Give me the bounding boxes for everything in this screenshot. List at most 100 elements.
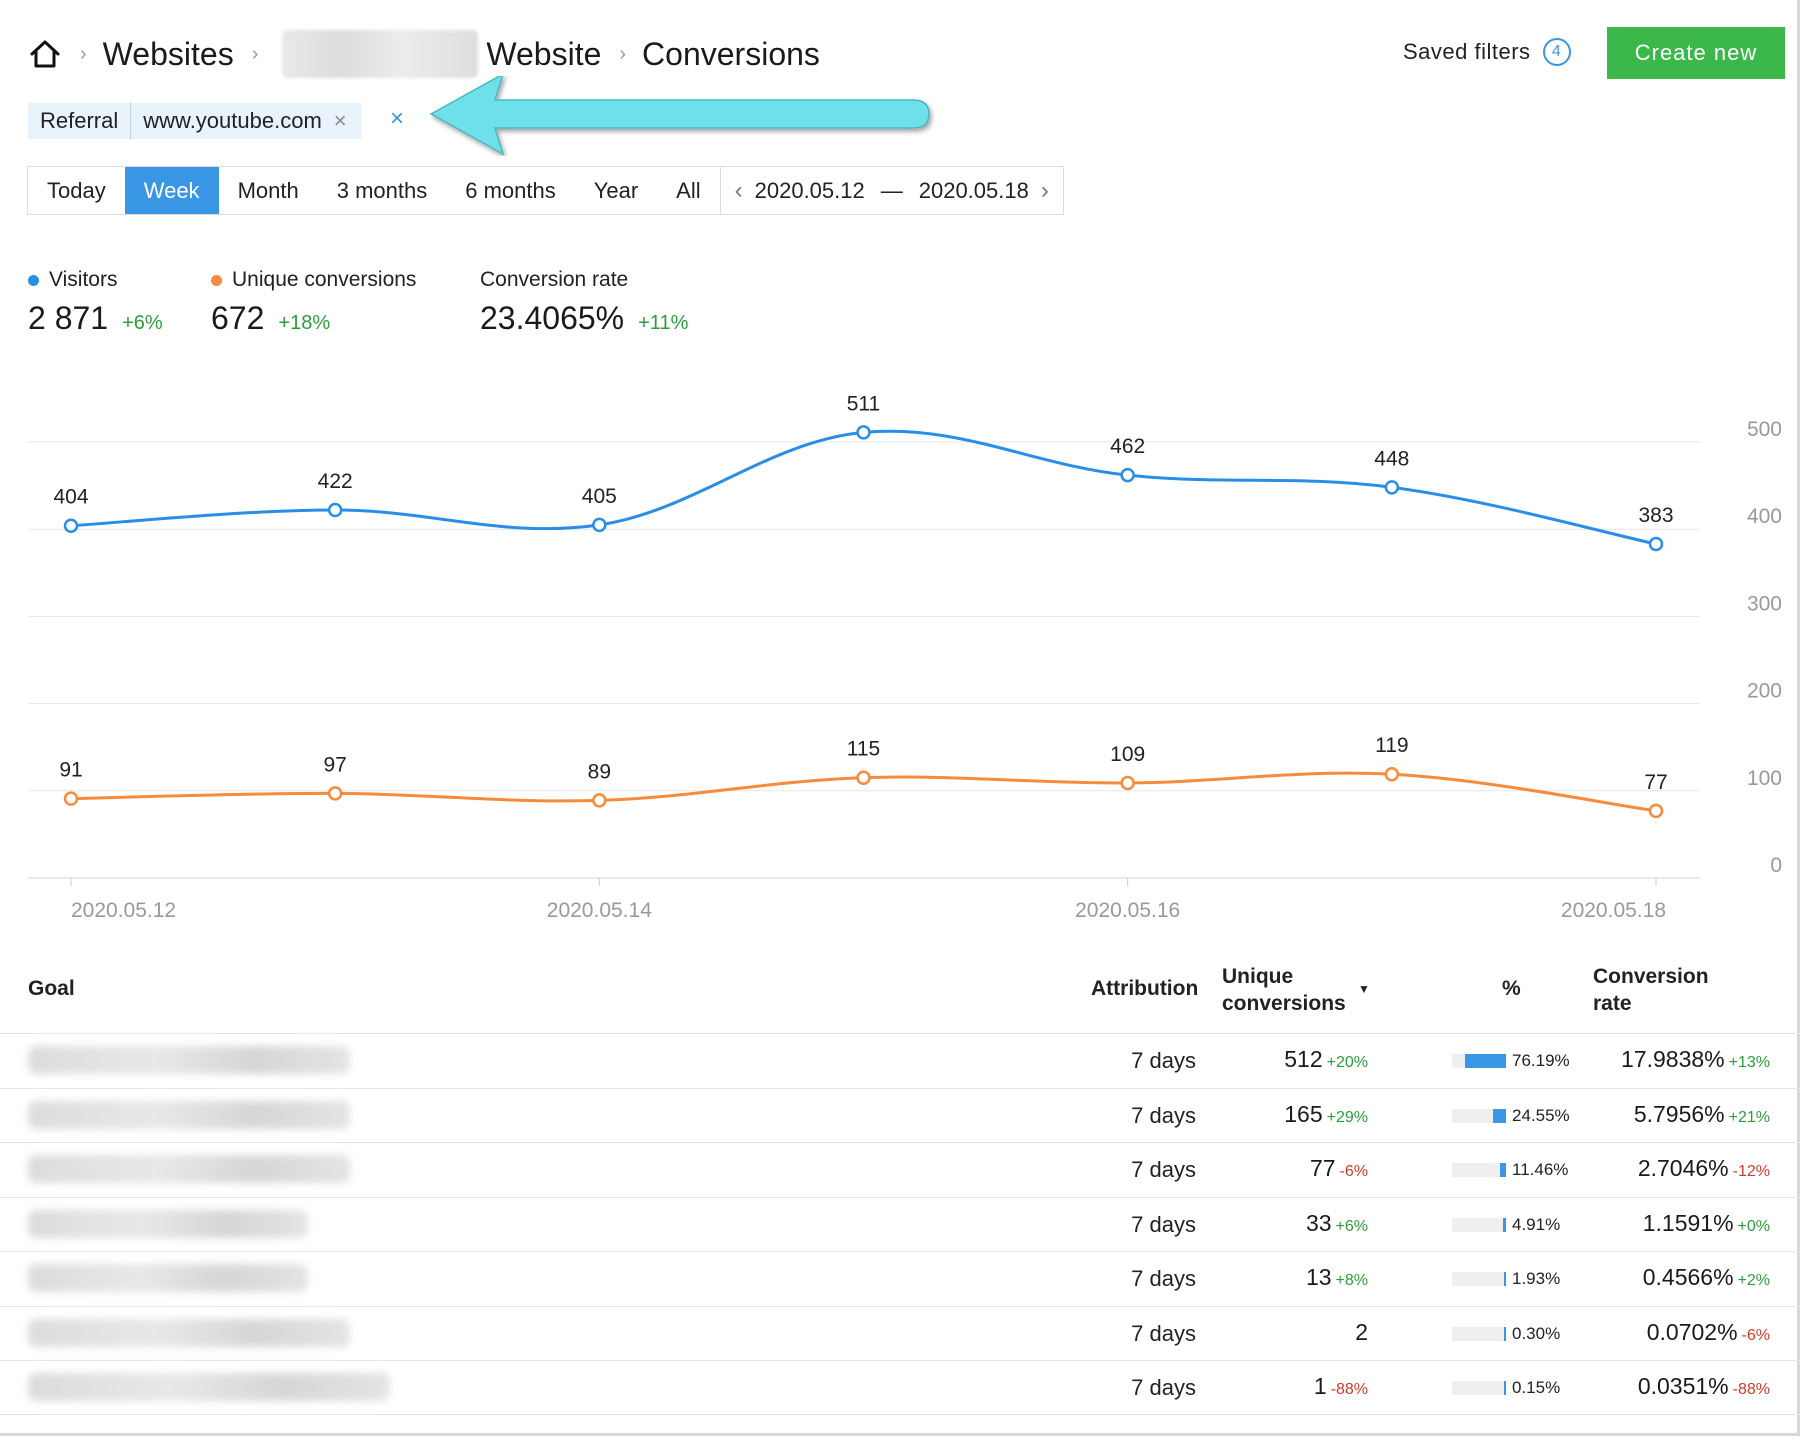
- percent-cell: 0.30%: [1512, 1324, 1560, 1344]
- data-point-unique_conversions[interactable]: [1386, 768, 1398, 780]
- stat-rate-label: Conversion rate: [480, 268, 628, 292]
- percent-bar: [1452, 1109, 1506, 1123]
- data-point-visitors[interactable]: [329, 504, 341, 516]
- period-year[interactable]: Year: [575, 167, 657, 214]
- create-new-button[interactable]: Create new: [1607, 27, 1785, 79]
- unique-value: 2: [1355, 1319, 1368, 1345]
- header-unique-line1: Unique: [1222, 965, 1293, 988]
- stat-unique-conversions[interactable]: Unique conversions 672 +18%: [211, 268, 416, 337]
- stat-visitors[interactable]: Visitors 2 871 +6%: [28, 268, 163, 337]
- data-point-unique_conversions[interactable]: [1650, 805, 1662, 817]
- home-icon[interactable]: [28, 37, 62, 71]
- table-row[interactable]: 7 days 33 +6% 4.91% 1.1591% +0%: [0, 1197, 1800, 1252]
- percent-bar-fill: [1493, 1109, 1506, 1123]
- table-row[interactable]: 7 days 512 +20% 76.19% 17.9838% +13%: [0, 1033, 1800, 1088]
- unique-conversions-cell: 77 -6%: [1310, 1155, 1368, 1182]
- breadcrumb-website[interactable]: Website: [486, 36, 601, 73]
- filter-chip[interactable]: Referral www.youtube.com ×: [28, 103, 361, 139]
- rate-change: +2%: [1738, 1272, 1770, 1289]
- period-3-months[interactable]: 3 months: [318, 167, 447, 214]
- data-label-visitors: 462: [1110, 435, 1145, 458]
- percent-bar-fill: [1503, 1218, 1506, 1232]
- header-percent[interactable]: %: [1502, 977, 1521, 1001]
- data-point-unique_conversions[interactable]: [858, 772, 870, 784]
- percent-bar: [1452, 1272, 1506, 1286]
- y-tick-label: 300: [1747, 592, 1782, 615]
- conversion-rate-cell: 0.0702% -6%: [1647, 1319, 1770, 1346]
- period-all[interactable]: All: [657, 167, 719, 214]
- data-point-visitors[interactable]: [1650, 538, 1662, 550]
- data-point-visitors[interactable]: [65, 520, 77, 532]
- header-unique-line2: conversions: [1222, 992, 1346, 1015]
- sort-desc-icon[interactable]: ▼: [1358, 982, 1370, 996]
- data-point-visitors[interactable]: [1386, 481, 1398, 493]
- data-point-unique_conversions[interactable]: [1122, 777, 1134, 789]
- header-attribution[interactable]: Attribution: [1091, 977, 1198, 1001]
- chevron-left-icon[interactable]: ‹: [735, 177, 743, 205]
- rate-change: +0%: [1738, 1218, 1770, 1235]
- goal-name-redacted[interactable]: [28, 1210, 308, 1238]
- saved-filters-count-badge: 4: [1543, 38, 1571, 66]
- data-point-unique_conversions[interactable]: [593, 794, 605, 806]
- breadcrumb-websites[interactable]: Websites: [103, 36, 234, 73]
- clear-filters-icon[interactable]: ×: [390, 105, 404, 133]
- table-row[interactable]: 7 days 77 -6% 11.46% 2.7046% -12%: [0, 1142, 1800, 1197]
- attribution-cell: 7 days: [1131, 1212, 1196, 1238]
- breadcrumb-conversions: Conversions: [642, 36, 820, 73]
- data-label-visitors: 448: [1374, 447, 1409, 470]
- period-month[interactable]: Month: [219, 167, 318, 214]
- conversion-rate-cell: 0.4566% +2%: [1643, 1264, 1770, 1291]
- date-to[interactable]: 2020.05.18: [919, 178, 1029, 204]
- y-tick-label: 400: [1747, 505, 1782, 528]
- table-header: Goal Attribution Unique conversions ▼ % …: [0, 955, 1800, 1033]
- goal-name-redacted[interactable]: [28, 1319, 350, 1347]
- x-tick-label: 2020.05.14: [547, 899, 652, 922]
- unique-conversions-cell: 33 +6%: [1306, 1210, 1368, 1237]
- table-row[interactable]: 7 days 13 +8% 1.93% 0.4566% +2%: [0, 1251, 1800, 1306]
- data-label-visitors: 511: [847, 392, 880, 415]
- period-week[interactable]: Week: [125, 167, 219, 214]
- x-tick-label: 2020.05.16: [1075, 899, 1180, 922]
- chevron-right-icon: ›: [80, 43, 87, 66]
- date-from[interactable]: 2020.05.12: [755, 178, 865, 204]
- goal-name-redacted[interactable]: [28, 1155, 350, 1183]
- breadcrumb-website-name-redacted: [282, 30, 478, 78]
- goal-name-redacted[interactable]: [28, 1264, 308, 1292]
- percent-cell: 4.91%: [1512, 1215, 1560, 1235]
- header-unique-conversions[interactable]: Unique conversions: [1222, 963, 1346, 1017]
- period-6-months[interactable]: 6 months: [446, 167, 575, 214]
- stat-conversion-rate[interactable]: Conversion rate 23.4065% +11%: [480, 268, 688, 337]
- data-point-visitors[interactable]: [1122, 469, 1134, 481]
- attribution-cell: 7 days: [1131, 1048, 1196, 1074]
- period-today[interactable]: Today: [28, 167, 125, 214]
- date-range-picker[interactable]: ‹ 2020.05.12 — 2020.05.18 ›: [720, 167, 1063, 214]
- rate-change: -12%: [1733, 1163, 1770, 1180]
- chevron-right-icon[interactable]: ›: [1041, 177, 1049, 205]
- data-point-visitors[interactable]: [593, 519, 605, 531]
- data-point-unique_conversions[interactable]: [329, 787, 341, 799]
- table-row[interactable]: 7 days 2 0.30% 0.0702% -6%: [0, 1306, 1800, 1361]
- data-point-visitors[interactable]: [858, 426, 870, 438]
- data-label-unique_conversions: 109: [1110, 743, 1145, 766]
- header-goal[interactable]: Goal: [28, 977, 75, 1001]
- conversion-rate-cell: 1.1591% +0%: [1643, 1210, 1770, 1237]
- data-point-unique_conversions[interactable]: [65, 793, 77, 805]
- goal-name-redacted[interactable]: [28, 1373, 390, 1401]
- y-tick-label: 100: [1747, 767, 1782, 790]
- conversion-rate-cell: 0.0351% -88%: [1638, 1373, 1770, 1400]
- saved-filters-link[interactable]: Saved filters 4: [1403, 38, 1571, 66]
- table-row[interactable]: 7 days 1 -88% 0.15% 0.0351% -88%: [0, 1360, 1800, 1415]
- unique-value: 512: [1284, 1046, 1322, 1072]
- goal-name-redacted[interactable]: [28, 1046, 350, 1074]
- period-selector: Today Week Month 3 months 6 months Year …: [27, 166, 1064, 215]
- series-line-visitors: [71, 431, 1656, 544]
- data-label-unique_conversions: 119: [1375, 734, 1408, 757]
- goal-name-redacted[interactable]: [28, 1101, 350, 1129]
- remove-filter-icon[interactable]: ×: [330, 108, 361, 134]
- rate-change: -88%: [1733, 1381, 1770, 1398]
- table-row[interactable]: 7 days 165 +29% 24.55% 5.7956% +21%: [0, 1088, 1800, 1143]
- header-conversion-rate[interactable]: Conversion rate: [1593, 963, 1709, 1017]
- header-rate-line1: Conversion: [1593, 965, 1709, 988]
- stat-unique-label: Unique conversions: [232, 268, 416, 292]
- data-label-unique_conversions: 115: [847, 738, 880, 761]
